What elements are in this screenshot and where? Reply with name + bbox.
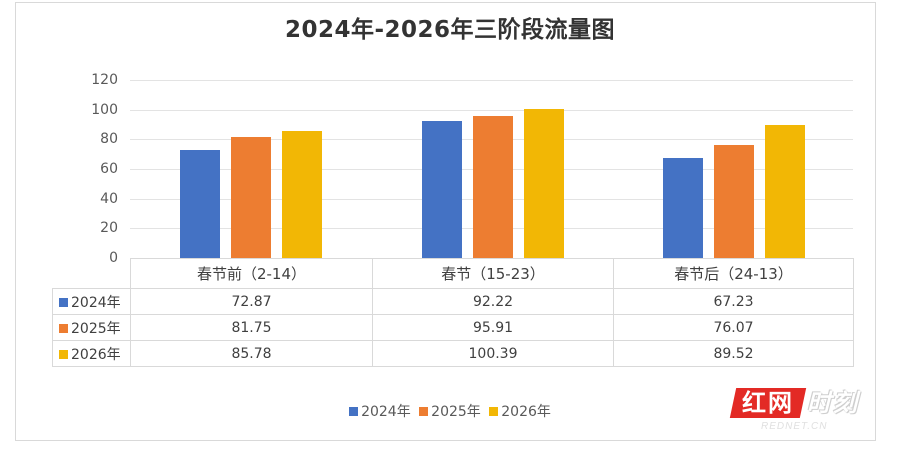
data-table: 春节前（2-14） 春节（15-23） 春节后（24-13） 2024年 72.… [52,258,854,367]
legend-swatch-icon [59,323,68,333]
legend-item-2025: 2025年 [419,401,481,421]
legend-swatch-icon [349,407,359,416]
table-header-cell: 春节前（2-14） [130,258,373,289]
y-tick-label: 60 [100,161,118,177]
gridline [130,110,853,111]
legend-swatch-icon [59,349,68,359]
table-header-cell: 春节后（24-13） [613,258,854,289]
table-row: 2024年 72.87 92.22 67.23 [52,288,854,315]
chart-legend: 2024年 2025年 2026年 [0,401,900,421]
y-tick-label: 120 [91,72,118,88]
table-header-cell: 春节（15-23） [372,258,614,289]
gridline [130,80,853,81]
y-tick-label: 40 [100,190,118,207]
y-tick-label: 80 [100,131,118,148]
legend-item-2024: 2024年 [349,401,411,421]
bar-2024年 [663,158,703,258]
legend-swatch-icon [419,407,429,416]
chart-title: 2024年-2026年三阶段流量图 [284,17,616,43]
legend-swatch-icon [489,407,499,416]
table-row: 2025年 81.75 95.91 76.07 [52,314,854,341]
table-row: 2026年 85.78 100.39 89.52 [52,340,854,367]
y-tick-label: 0 [109,250,118,266]
bar-2026年 [282,130,322,258]
table-header-row: 春节前（2-14） 春节（15-23） 春节后（24-13） [52,258,854,289]
legend-swatch-icon [59,297,68,307]
bar-2025年 [231,136,271,258]
rednet-watermark-logo: 红网 时刻 REDNET.CN [729,388,873,438]
bar-2025年 [473,115,513,258]
bar-2024年 [180,149,220,258]
bar-2025年 [714,145,754,258]
bar-2026年 [765,125,805,258]
y-tick-label: 20 [100,220,118,237]
legend-item-2026: 2026年 [489,401,551,421]
bar-2024年 [422,121,462,258]
y-tick-label: 100 [91,101,118,118]
bar-2026年 [524,109,564,258]
